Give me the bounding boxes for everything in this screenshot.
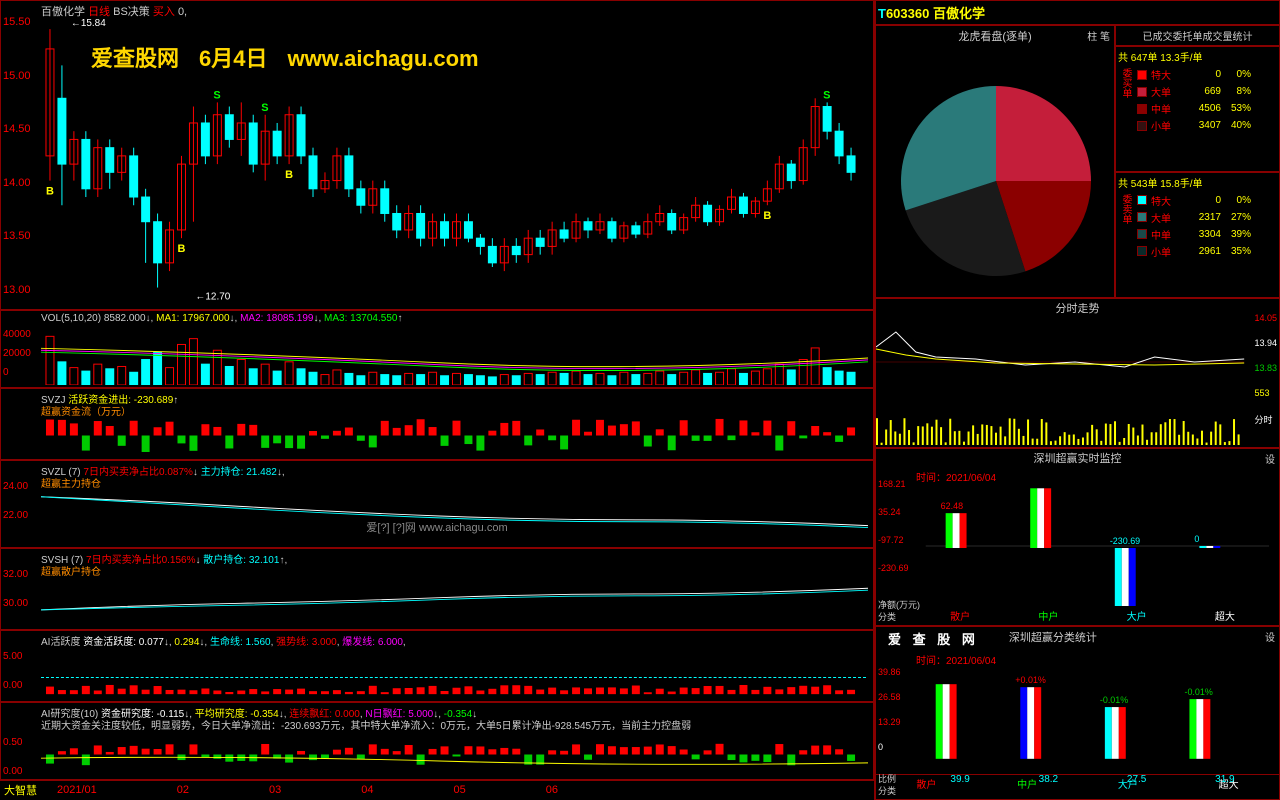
aihy-header: AI活跃度 资金活跃度: 0.077↓, 0.294↓, 生命线: 1.560,… xyxy=(41,633,406,648)
svg-text:-0.01%: -0.01% xyxy=(1100,695,1128,705)
svg-text:←15.84: ←15.84 xyxy=(71,18,106,29)
stats-panel: 已成交委托单成交量统计 共 647单 13.3手/单 委买单 特大00%大单66… xyxy=(1115,25,1280,298)
svg-text:←12.70: ←12.70 xyxy=(195,291,230,302)
fenshi-yaxis: 14.0513.9413.83553分时 xyxy=(1254,313,1277,426)
svg-text:-230.69: -230.69 xyxy=(1110,536,1140,546)
volume-panel[interactable]: VOL(5,10,20) 8582.000↓, MA1: 17967.000↓,… xyxy=(0,310,874,388)
svg-text:62.48: 62.48 xyxy=(941,501,963,511)
timeline-footer: 大智慧 2021/010203040506 xyxy=(0,780,874,798)
svzl-yaxis: 24.0022.00 xyxy=(3,481,28,521)
aihy-panel[interactable]: AI活跃度 资金活跃度: 0.077↓, 0.294↓, 生命线: 1.560,… xyxy=(0,630,874,702)
svg-text:B: B xyxy=(178,243,186,255)
volume-bars xyxy=(41,329,868,385)
svg-text:B: B xyxy=(285,169,293,181)
pie-title: 龙虎看盘(逐单) xyxy=(876,26,1114,46)
sz2-categories: 39.938.227.531.9 xyxy=(916,774,1269,785)
left-panel: 百傲化学 日线 BS决策 买入 0, 爱查股网6月4日www.aichagu.c… xyxy=(0,0,875,800)
aihy-chart xyxy=(41,659,868,696)
stat-row: 中单450653% xyxy=(1135,100,1279,117)
main-container: 百傲化学 日线 BS决策 买入 0, 爱查股网6月4日www.aichagu.c… xyxy=(0,0,1280,800)
pie-stats-row: 龙虎看盘(逐单) 柱 笔 已成交委托单成交量统计 共 647单 13.3手/单 … xyxy=(875,25,1280,298)
svsh-chart xyxy=(41,577,868,624)
svsh-yaxis: 32.0030.00 xyxy=(3,569,28,609)
fenshi-panel[interactable]: 分时走势 14.0513.9413.83553分时 xyxy=(875,298,1280,448)
sz1-yaxis: 168.2135.24-97.72-230.69 xyxy=(878,479,909,573)
sz-monitor-panel[interactable]: 深圳超赢实时监控 设 时间：2021/06/04 168.2135.24-97.… xyxy=(875,448,1280,627)
sz2-yaxis: 39.8626.5813.290 xyxy=(878,667,901,752)
fenshi-chart xyxy=(876,317,1279,447)
stock-header[interactable]: T603360 百傲化学 xyxy=(875,0,1280,25)
sell-stats: 共 543单 15.8手/单 委卖单 特大00%大单231727%中单33043… xyxy=(1115,172,1280,298)
pie-chart xyxy=(876,46,1116,296)
svg-text:S: S xyxy=(823,89,830,101)
svg-text:S: S xyxy=(261,102,268,114)
sz1-time: 时间：2021/06/04 xyxy=(876,467,1279,486)
sz2-chart: +0.01% -0.01% -0.01% xyxy=(876,669,1279,774)
svzj-sub: 超赢资金流（万元） xyxy=(41,403,131,418)
volume-header: VOL(5,10,20) 8582.000↓, MA1: 17967.000↓,… xyxy=(41,313,402,324)
buy-stats: 共 647单 13.3手/单 委买单 特大00%大单6698%中单450653%… xyxy=(1115,46,1280,172)
aiyj-panel[interactable]: AI研究度(10) 资金研究度: -0.115↓, 平均研究度: -0.354↓… xyxy=(0,702,874,780)
stat-row: 特大00% xyxy=(1135,192,1279,209)
sz1-title: 深圳超赢实时监控 xyxy=(876,449,1279,467)
kline-yaxis: 15.5015.0014.5014.0013.5013.00 xyxy=(3,16,31,296)
fenshi-title: 分时走势 xyxy=(876,299,1279,317)
sz2-header: 爱 查 股 网深圳超赢分类统计 xyxy=(876,627,1279,650)
svzj-panel[interactable]: SVZJ 活跃资金进出: -230.689↑ 超赢资金流（万元） xyxy=(0,388,874,460)
svg-text:-0.01%: -0.01% xyxy=(1184,688,1212,698)
sz1-chart: 62.48168.21-230.690 xyxy=(876,486,1279,606)
sz1-settings[interactable]: 设 xyxy=(1265,451,1275,466)
sz1-categories: 散户中户大户超大 xyxy=(916,608,1269,623)
aiyj-text: 近期大资金关注度较低，明显弱势，今日大单净流出：-230.693万元，其中特大单… xyxy=(41,717,691,732)
sz2-time: 时间：2021/06/04 xyxy=(876,650,1279,669)
stat-row: 大单231727% xyxy=(1135,209,1279,226)
aiyj-yaxis: 0.500.00 xyxy=(3,737,22,777)
svzl-sub: 超赢主力持仓 xyxy=(41,475,101,490)
svg-text:B: B xyxy=(763,210,771,222)
stat-row: 特大00% xyxy=(1135,66,1279,83)
aiyj-chart xyxy=(41,735,868,774)
app-name: 大智慧 xyxy=(4,782,37,798)
watermark2: 爱[?] [?]网 www.aichagu.com xyxy=(366,519,507,535)
svg-text:0: 0 xyxy=(1194,534,1199,544)
svsh-sub: 超赢散户持仓 xyxy=(41,563,101,578)
sz-stats-panel[interactable]: 爱 查 股 网深圳超赢分类统计 设 时间：2021/06/04 39.8626.… xyxy=(875,626,1280,800)
right-panel: T603360 百傲化学 龙虎看盘(逐单) 柱 笔 已成交委托单成交量统计 共 … xyxy=(875,0,1280,800)
stat-row: 大单6698% xyxy=(1135,83,1279,100)
stat-row: 小单296135% xyxy=(1135,243,1279,260)
watermark: 爱查股网6月4日www.aichagu.com xyxy=(91,41,499,73)
svzl-panel[interactable]: SVZL (7) 7日内买卖净占比0.087%↓ 主力持仓: 21.482↓, … xyxy=(0,460,874,548)
stat-row: 中单330439% xyxy=(1135,226,1279,243)
svsh-panel[interactable]: SVSH (7) 7日内买卖净占比0.156%↓ 散户持仓: 32.101↑, … xyxy=(0,548,874,630)
volume-yaxis: 40000200000 xyxy=(3,329,31,378)
svg-text:+0.01%: +0.01% xyxy=(1015,676,1046,686)
aihy-yaxis: 5.000.00 xyxy=(3,651,22,691)
svg-text:B: B xyxy=(46,185,54,197)
pie-options[interactable]: 柱 笔 xyxy=(1087,28,1110,43)
svzj-chart xyxy=(41,417,868,454)
stats-title: 已成交委托单成交量统计 xyxy=(1115,25,1280,46)
pie-panel[interactable]: 龙虎看盘(逐单) 柱 笔 xyxy=(875,25,1115,298)
svg-text:S: S xyxy=(213,89,220,101)
stat-row: 小单340740% xyxy=(1135,117,1279,134)
sz2-settings[interactable]: 设 xyxy=(1265,629,1275,644)
kline-panel[interactable]: 百傲化学 日线 BS决策 买入 0, 爱查股网6月4日www.aichagu.c… xyxy=(0,0,874,310)
